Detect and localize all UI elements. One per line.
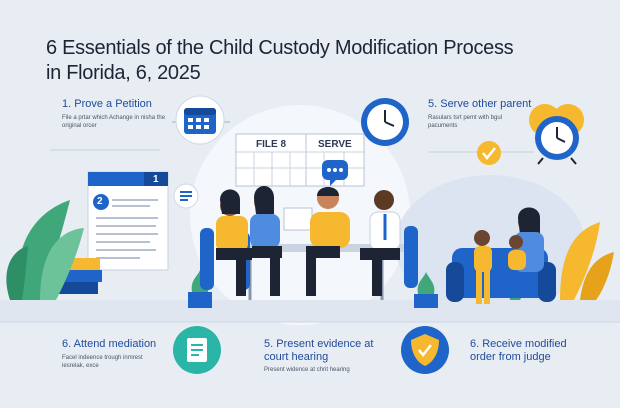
- step-receive-label: 6. Receive modified order from judge: [470, 338, 567, 364]
- person-man-white-shirt: [360, 190, 401, 296]
- document-badge-number: 2: [97, 196, 103, 207]
- step-prove-petition-desc: File a prtar which Achange in nisha the …: [62, 115, 166, 129]
- step-mediation-desc: Facel indeence trough inmrest iesrelak, …: [62, 355, 143, 369]
- document-icon-small: [173, 183, 199, 209]
- step-evidence-label: 5. Present evidence at court hearing: [264, 338, 373, 364]
- step-serve-parent-desc: Rasulars tsrt pemt with bgul pacuments: [428, 115, 503, 129]
- step-mediation-label: 6. Attend mediation: [62, 338, 157, 350]
- alarm-clock-icon: [529, 104, 584, 165]
- calendar-icon: [175, 95, 225, 145]
- floor-strip: [0, 300, 620, 322]
- step-receive-label-line1: 6. Receive modified: [470, 338, 567, 350]
- person-woman-yellow: [216, 189, 252, 296]
- title-line-2: in Florida, 6, 2025: [46, 62, 201, 84]
- document-icon: [173, 326, 221, 374]
- board-file-label: FILE 8: [256, 139, 287, 150]
- step-evidence-desc: Present widence at chrit hearing: [264, 367, 350, 373]
- checkmark-icon: [477, 141, 501, 165]
- document-tab-number: 1: [153, 174, 159, 185]
- person-woman-blue: [250, 186, 282, 296]
- step-serve-parent-label: 5. Serve other parent: [428, 98, 532, 110]
- shield-check-icon: [401, 326, 449, 374]
- chat-bubble-icon: [322, 160, 348, 186]
- clock-icon: [361, 98, 409, 146]
- step-receive-label-line2: order from judge: [470, 351, 551, 363]
- family-on-sofa: [446, 207, 556, 304]
- plant-left: [6, 200, 84, 300]
- step-evidence-label-line2: court hearing: [264, 351, 329, 363]
- step-evidence-label-line1: 5. Present evidence at: [264, 338, 374, 350]
- board-serve-label: SERVE: [318, 139, 352, 150]
- person-man-yellow: [306, 187, 350, 296]
- title-line-1: 6 Essentials of the Child Custody Modifi…: [46, 37, 514, 59]
- page-title: 6 Essentials of the Child Custody Modifi…: [46, 36, 566, 86]
- step-prove-petition-label: 1. Prove a Petition: [62, 98, 152, 110]
- plant-right: [560, 222, 614, 300]
